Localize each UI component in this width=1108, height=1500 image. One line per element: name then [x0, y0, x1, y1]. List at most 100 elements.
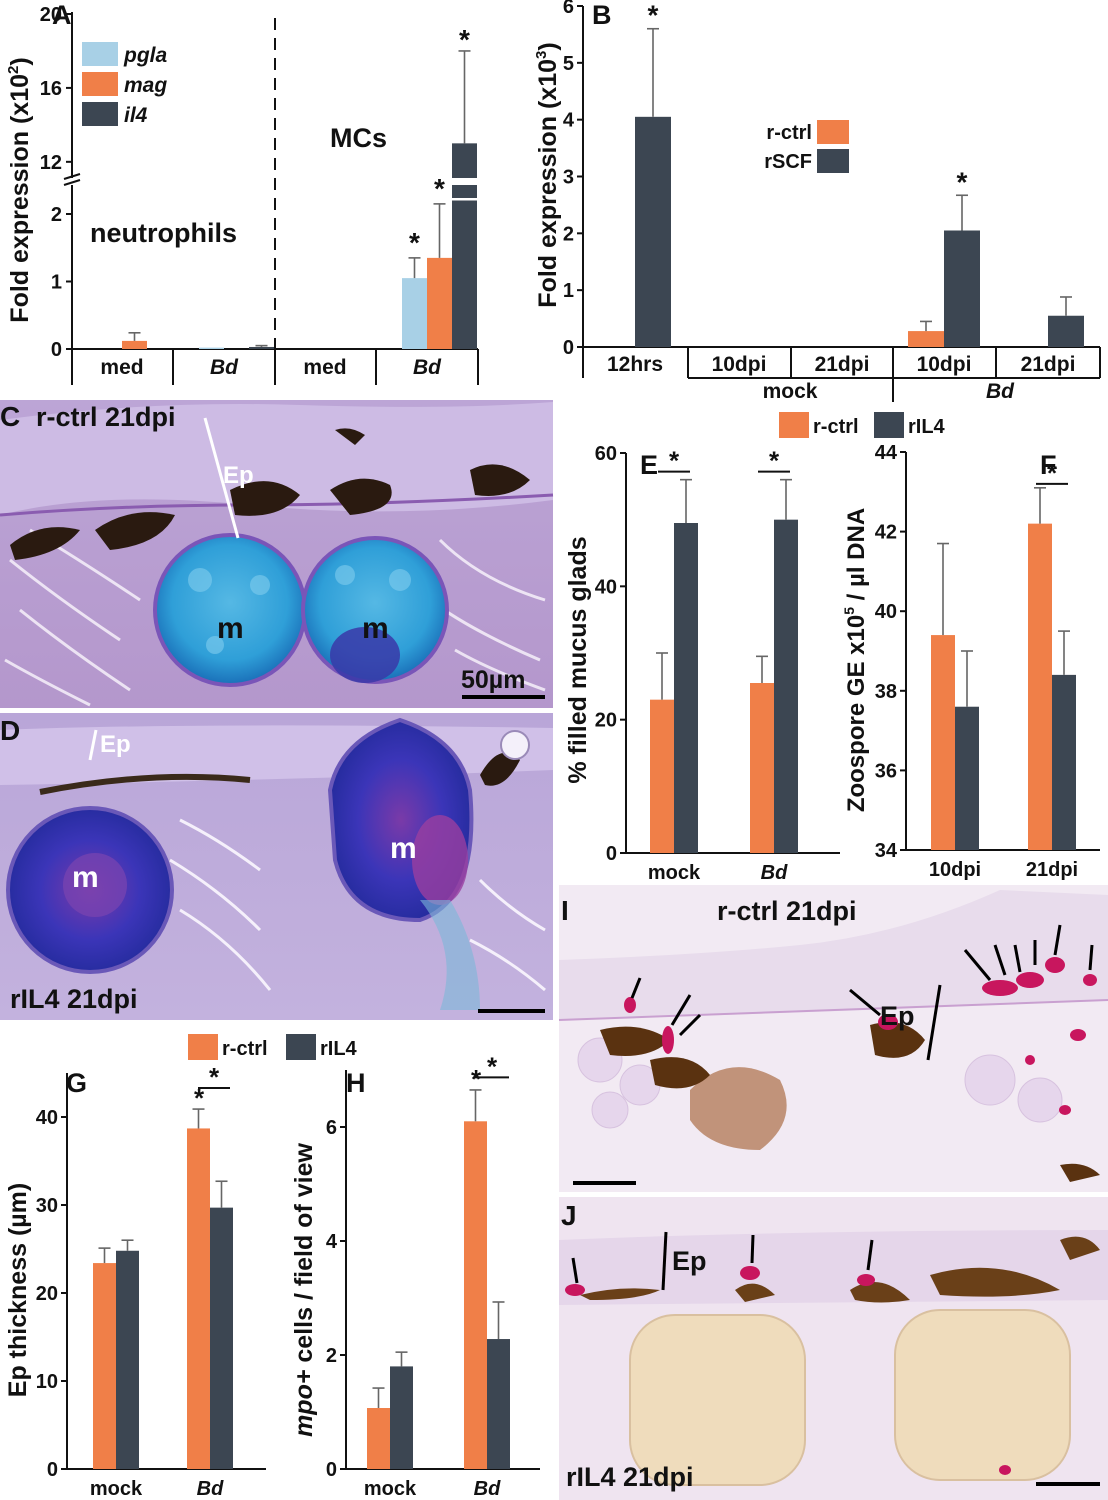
chart-b-ytick-label-3: 3 [563, 167, 574, 189]
chart-f-ytick-label-5: 44 [875, 442, 898, 464]
panel-label-g: G [66, 1068, 87, 1098]
chart-a-axis-break-2 [63, 173, 81, 180]
chart-b-ytick-label-2: 2 [563, 223, 574, 245]
chart-b-ytick-label-4: 4 [563, 110, 575, 132]
chart-a-xtick-label-0: med [100, 356, 143, 379]
chart-a-axis-break-1 [63, 179, 81, 186]
micrograph-c-gland-label-1: m [217, 612, 244, 645]
chart-a-ytick-label-upper-2: 20 [40, 4, 62, 26]
micrograph-c-ep-label: Ep [223, 462, 254, 489]
chart-f-ytick-label-0: 34 [875, 840, 898, 862]
legend-ef-ril4: rIL4 [908, 416, 946, 438]
chart-g-ylabel: Ep thickness (µm) [4, 1183, 32, 1397]
panel-label-i: I [561, 895, 569, 926]
chart-a-bar-il4-3-gap [451, 178, 478, 185]
chart-e-ytick-label-3: 60 [595, 443, 617, 465]
legend-gh-swatch-rctrl [188, 1034, 218, 1060]
micrograph-c-title: r-ctrl 21dpi [36, 402, 176, 432]
chart-a-ytick-label-upper-0: 12 [40, 152, 62, 174]
chart-a-xtick-label-1: Bd [210, 356, 239, 379]
chart-g-xtick-label-0: mock [90, 1478, 143, 1500]
chart-a-bar-il4-3-upper [452, 143, 477, 198]
chart-a-legend-mag: mag [124, 74, 167, 97]
chart-b-xtick-label-4: 21dpi [1021, 353, 1076, 376]
chart-g-ytick-label-0: 0 [47, 1459, 58, 1481]
panel-label-a: A [52, 0, 72, 30]
chart-h: H mpo+ cells / field of view [290, 1068, 366, 1437]
chart-h-ytick-label-3: 6 [326, 1117, 337, 1139]
chart-a-sig-il4: * [459, 24, 470, 55]
micrograph-j-ep-label: Ep [672, 1246, 707, 1276]
legend-ef-rctrl: r-ctrl [813, 416, 859, 438]
chart-f-ylabel: Zoospore GE x105 / µl DNA [841, 508, 870, 812]
chart-g-bar-rIL4-1 [210, 1207, 233, 1469]
chart-a-legend-swatch-pgla [82, 42, 118, 66]
micrograph-d-gland-label-1: m [72, 861, 99, 894]
chart-g-ytick-label-4: 40 [36, 1107, 58, 1129]
chart-a-xtick-label-2: med [303, 356, 346, 379]
chart-f: F Zoospore GE x105 / µl DNA [841, 450, 1057, 812]
chart-e-bar-r-ctrl-0 [650, 699, 674, 853]
chart-f-bar-r-ctrl-0 [931, 635, 955, 850]
chart-f-ytick-label-3: 40 [875, 601, 897, 623]
chart-b-bar-rSCF-4 [1048, 315, 1084, 347]
chart-a-ytick-label-lower-1: 1 [51, 272, 62, 294]
chart-g: G Ep thickness (µm) [4, 1068, 87, 1397]
chart-b-xtick-label-1: 10dpi [712, 353, 767, 376]
micrograph-j: J Ep rIL4 21dpi [559, 1197, 1108, 1500]
legend-ef: r-ctrl rIL4 [779, 412, 946, 438]
chart-a-bar-mag-3 [427, 257, 452, 349]
chart-f-ytick-label-1: 36 [875, 760, 897, 782]
chart-f-sig: * [1047, 458, 1058, 488]
legend-gh: r-ctrl rIL4 [188, 1034, 358, 1060]
chart-b-xtick-label-3: 10dpi [917, 353, 972, 376]
chart-e-xtick-label-1: Bd [761, 862, 788, 884]
chart-b-xtick-label-2: 21dpi [815, 353, 870, 376]
chart-b-ytick-label-5: 5 [563, 53, 574, 75]
micrograph-c-gland-label-2: m [362, 612, 389, 645]
panel-label-f: F [1040, 450, 1057, 480]
chart-a-legend-swatch-il4 [82, 102, 118, 126]
chart-b-bar-rSCF-3 [944, 230, 980, 347]
chart-g-bar-rIL4-0 [116, 1250, 139, 1469]
chart-h-sig-rctrl: * [471, 1064, 482, 1094]
chart-a-legend-swatch-mag [82, 72, 118, 96]
chart-b-xtick-label-0: 12hrs [607, 353, 663, 376]
micrograph-d-ep-label: Ep [100, 731, 131, 758]
chart-f-xtick-label-1: 21dpi [1026, 859, 1078, 881]
chart-b-group-label-bd: Bd [986, 380, 1015, 403]
chart-g-ytick-label-1: 10 [36, 1371, 58, 1393]
chart-h-ylabel: mpo+ cells / field of view [290, 1143, 318, 1437]
micrograph-d-gland-label-2: m [390, 832, 417, 865]
chart-e-xtick-label-0: mock [648, 862, 701, 884]
micrograph-d-title: rIL4 21dpi [10, 984, 138, 1014]
chart-g-bar-r-ctrl-1 [187, 1128, 210, 1469]
legend-gh-ril4: rIL4 [320, 1038, 358, 1060]
chart-h-ytick-label-1: 2 [326, 1345, 337, 1367]
chart-e-sig-0: * [669, 446, 680, 476]
chart-a-bar-il4-1 [249, 346, 274, 349]
chart-a-bar-pgla-1 [199, 347, 224, 349]
micrograph-c: C r-ctrl 21dpi Ep m m 50µm [0, 400, 554, 708]
chart-g-ytick-label-2: 20 [36, 1283, 58, 1305]
panel-label-h: H [346, 1068, 366, 1098]
chart-f-ytick-label-4: 42 [875, 522, 897, 544]
chart-a-ytick-label-upper-1: 16 [40, 78, 62, 100]
micrograph-c-scale-label: 50µm [461, 666, 525, 694]
legend-ef-swatch-ril4 [874, 412, 904, 438]
chart-e-ytick-label-0: 0 [606, 843, 617, 865]
chart-b-legend-rscf: rSCF [764, 151, 812, 173]
chart-g-bar-r-ctrl-0 [93, 1263, 116, 1469]
chart-h-bar-r-ctrl-1 [464, 1121, 487, 1469]
chart-f-bar-rIL4-1 [1052, 674, 1076, 850]
chart-b-bar-rSCF-0 [635, 116, 671, 347]
chart-h-bar-r-ctrl-0 [367, 1408, 390, 1469]
chart-b-ytick-label-0: 0 [563, 337, 574, 359]
chart-a-group-mcs: MCs [330, 123, 387, 153]
panel-label-b: B [592, 0, 612, 30]
chart-b-legend-rctrl: r-ctrl [766, 122, 812, 144]
chart-f-xtick-label-0: 10dpi [929, 859, 981, 881]
chart-a: A Fold expression (x102) neutrophils MCs… [5, 0, 387, 348]
chart-b-ylabel: Fold expression (x103) [533, 42, 562, 307]
